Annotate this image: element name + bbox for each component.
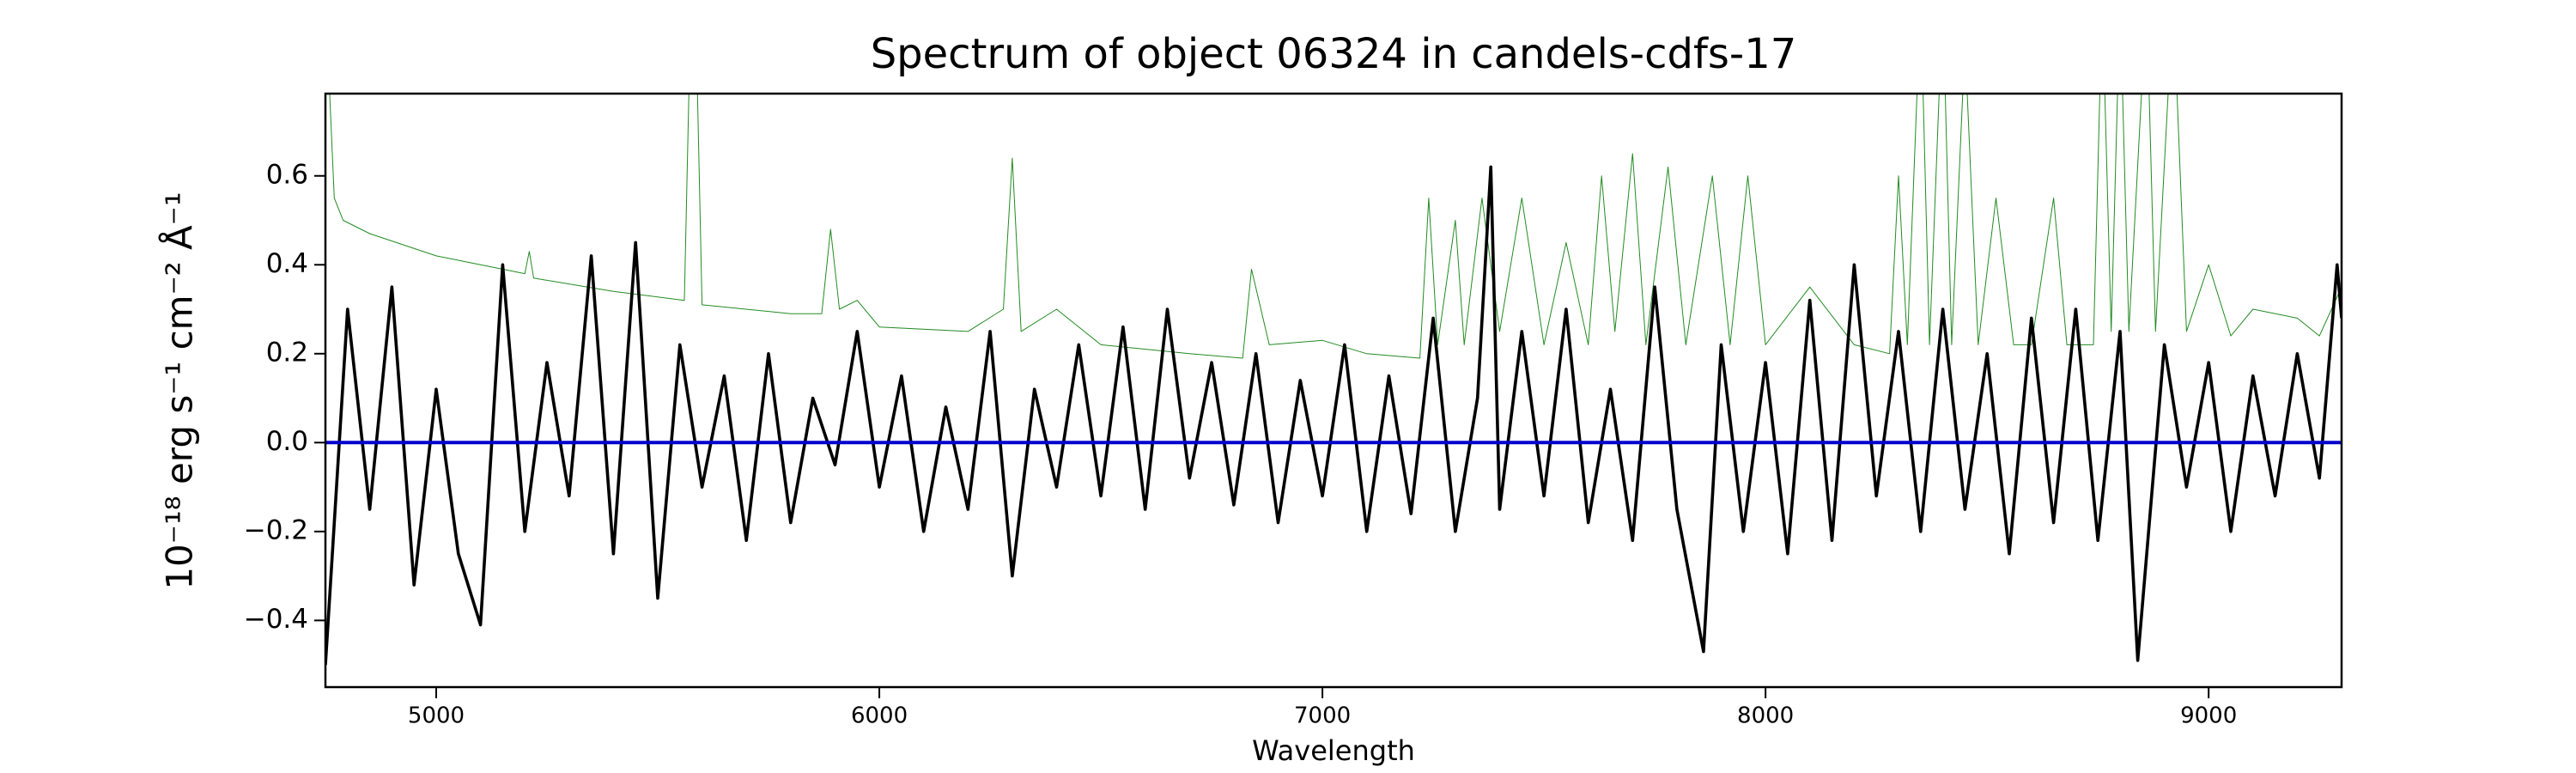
y-tick-label: 0.0 [266, 426, 308, 457]
plot-frame [324, 92, 2343, 689]
x-tick-label: 9000 [2180, 703, 2237, 729]
spectrum-line [325, 165, 2342, 666]
x-axis-label: Wavelength [1252, 734, 1415, 767]
y-axis-label: 10⁻¹⁸ erg s⁻¹ cm⁻² Å⁻¹ [158, 192, 201, 589]
plot-area [325, 94, 2342, 666]
y-tick-label: 0.2 [266, 337, 308, 368]
x-tick-label: 8000 [1737, 703, 1794, 729]
y-tick-label: −0.4 [244, 604, 308, 635]
x-tick-label: 7000 [1294, 703, 1351, 729]
y-tick-label: −0.2 [244, 514, 308, 545]
spectrum-line [329, 94, 2342, 359]
x-tick-label: 5000 [408, 703, 465, 729]
chart-title: Spectrum of object 06324 in candels-cdfs… [871, 30, 1797, 78]
y-tick-label: 0.4 [266, 248, 308, 279]
x-tick-label: 6000 [851, 703, 908, 729]
y-tick-label: 0.6 [266, 159, 308, 190]
